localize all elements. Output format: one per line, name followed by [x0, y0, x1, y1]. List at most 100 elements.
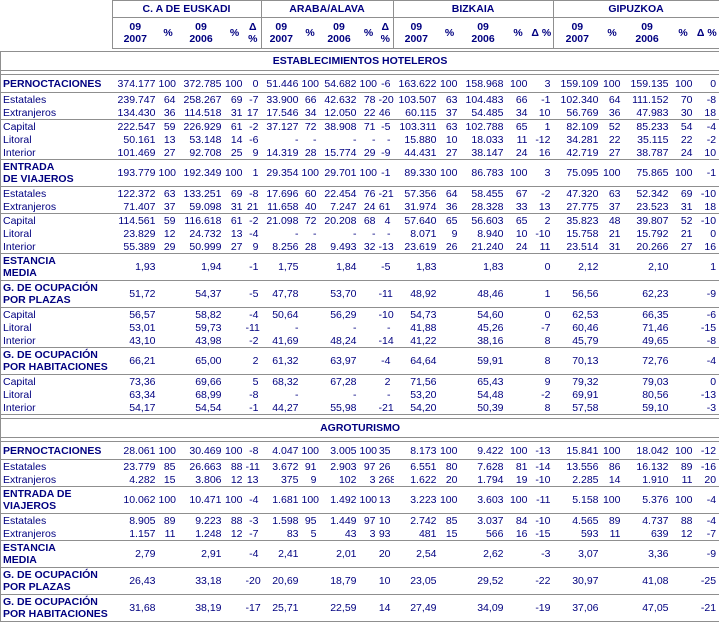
column-header-c-a-de-euskadi-2: 09 2006	[178, 18, 224, 49]
value-cell: 89	[672, 460, 696, 474]
value-cell: 66	[302, 93, 320, 107]
value-cell	[440, 401, 461, 415]
value-cell: 10	[379, 514, 394, 528]
value-cell: 75.865	[624, 160, 672, 187]
value-cell: -2	[246, 334, 262, 348]
value-cell: 2,91	[179, 541, 225, 568]
value-cell: 23.514	[554, 240, 602, 254]
value-cell: 1.681	[262, 487, 302, 514]
value-cell: 103.507	[394, 93, 440, 107]
value-cell: 1,94	[179, 254, 225, 281]
value-cell: -1	[531, 93, 554, 107]
value-cell	[602, 401, 624, 415]
value-cell: 47.320	[554, 187, 602, 201]
value-cell	[360, 334, 379, 348]
value-cell: 9	[531, 375, 554, 389]
value-cell: 57,58	[554, 401, 602, 415]
value-cell	[225, 281, 246, 308]
value-cell: 24	[507, 146, 531, 160]
value-cell: 268	[379, 473, 394, 487]
value-cell: -	[262, 388, 302, 401]
value-cell: 7.628	[461, 460, 507, 474]
value-cell: -11	[379, 281, 394, 308]
value-cell: 29.701	[320, 160, 360, 187]
value-cell: 20	[440, 473, 461, 487]
value-cell: -3	[696, 401, 719, 415]
value-cell: 15.792	[624, 227, 672, 240]
value-cell	[225, 388, 246, 401]
value-cell: 12	[225, 473, 246, 487]
value-cell: -15	[696, 321, 719, 334]
value-cell: 63	[159, 187, 179, 201]
value-cell: 79,32	[554, 375, 602, 389]
value-cell: 27	[225, 240, 246, 254]
row-label-g-de-ocupaci-n-por-plazas: G. DE OCUPACIÓN POR PLAZAS	[1, 568, 113, 595]
value-cell: 17.546	[262, 106, 302, 120]
value-cell	[360, 541, 379, 568]
value-cell: 10	[507, 227, 531, 240]
value-cell	[507, 254, 531, 281]
value-cell	[159, 401, 179, 415]
value-cell: 18.042	[624, 442, 672, 460]
value-cell: 3,07	[554, 541, 602, 568]
value-cell: 63,97	[320, 348, 360, 375]
value-cell: 1,83	[461, 254, 507, 281]
value-cell: 13	[225, 227, 246, 240]
value-cell: 100	[302, 442, 320, 460]
value-cell: 63	[602, 187, 624, 201]
value-cell	[507, 308, 531, 322]
value-cell: 86	[602, 460, 624, 474]
value-cell: -9	[696, 281, 719, 308]
value-cell: 0	[696, 75, 719, 93]
value-cell: 38,19	[179, 595, 225, 622]
column-header-bizkaia-3: %	[506, 18, 530, 49]
value-cell: 100	[672, 160, 696, 187]
value-cell: -7	[246, 93, 262, 107]
value-cell: 44,27	[262, 401, 302, 415]
column-header-gipuzkoa-2: 09 2006	[623, 18, 671, 49]
value-cell: 57.640	[394, 214, 440, 228]
value-cell: 593	[554, 527, 602, 541]
value-cell: 2,10	[624, 254, 672, 281]
value-cell: 16	[507, 527, 531, 541]
value-cell: 100	[159, 75, 179, 93]
value-cell: 100	[672, 442, 696, 460]
value-cell: 7.247	[320, 200, 360, 214]
value-cell: -14	[531, 460, 554, 474]
value-cell: 59,73	[179, 321, 225, 334]
value-cell: 54,20	[394, 401, 440, 415]
value-cell: 56.769	[554, 106, 602, 120]
value-cell: -11	[531, 487, 554, 514]
value-cell: 27	[672, 240, 696, 254]
value-cell: -13	[696, 388, 719, 401]
row-label-interior: Interior	[1, 240, 113, 254]
value-cell: 481	[394, 527, 440, 541]
value-cell: 2	[531, 214, 554, 228]
value-cell: 20.208	[320, 214, 360, 228]
value-cell: 15.774	[320, 146, 360, 160]
value-cell: 95	[302, 514, 320, 528]
value-cell	[302, 595, 320, 622]
value-cell: -19	[531, 595, 554, 622]
value-cell: 2,62	[461, 541, 507, 568]
value-cell: 62,23	[624, 281, 672, 308]
value-cell: 43,98	[179, 334, 225, 348]
value-cell	[507, 568, 531, 595]
value-cell	[602, 595, 624, 622]
value-cell: 122.372	[113, 187, 159, 201]
value-cell: 100	[360, 75, 379, 93]
value-cell: 91	[302, 460, 320, 474]
value-cell: 1.449	[320, 514, 360, 528]
value-cell	[440, 281, 461, 308]
value-cell: 61,32	[262, 348, 302, 375]
header-corner	[0, 1, 112, 18]
row-label-capital: Capital	[1, 120, 113, 134]
value-cell: 4.737	[624, 514, 672, 528]
value-cell: -4	[379, 348, 394, 375]
value-cell: 69	[225, 187, 246, 201]
value-cell: 60,46	[554, 321, 602, 334]
value-cell	[159, 334, 179, 348]
value-cell: 372.785	[179, 75, 225, 93]
value-cell	[672, 568, 696, 595]
